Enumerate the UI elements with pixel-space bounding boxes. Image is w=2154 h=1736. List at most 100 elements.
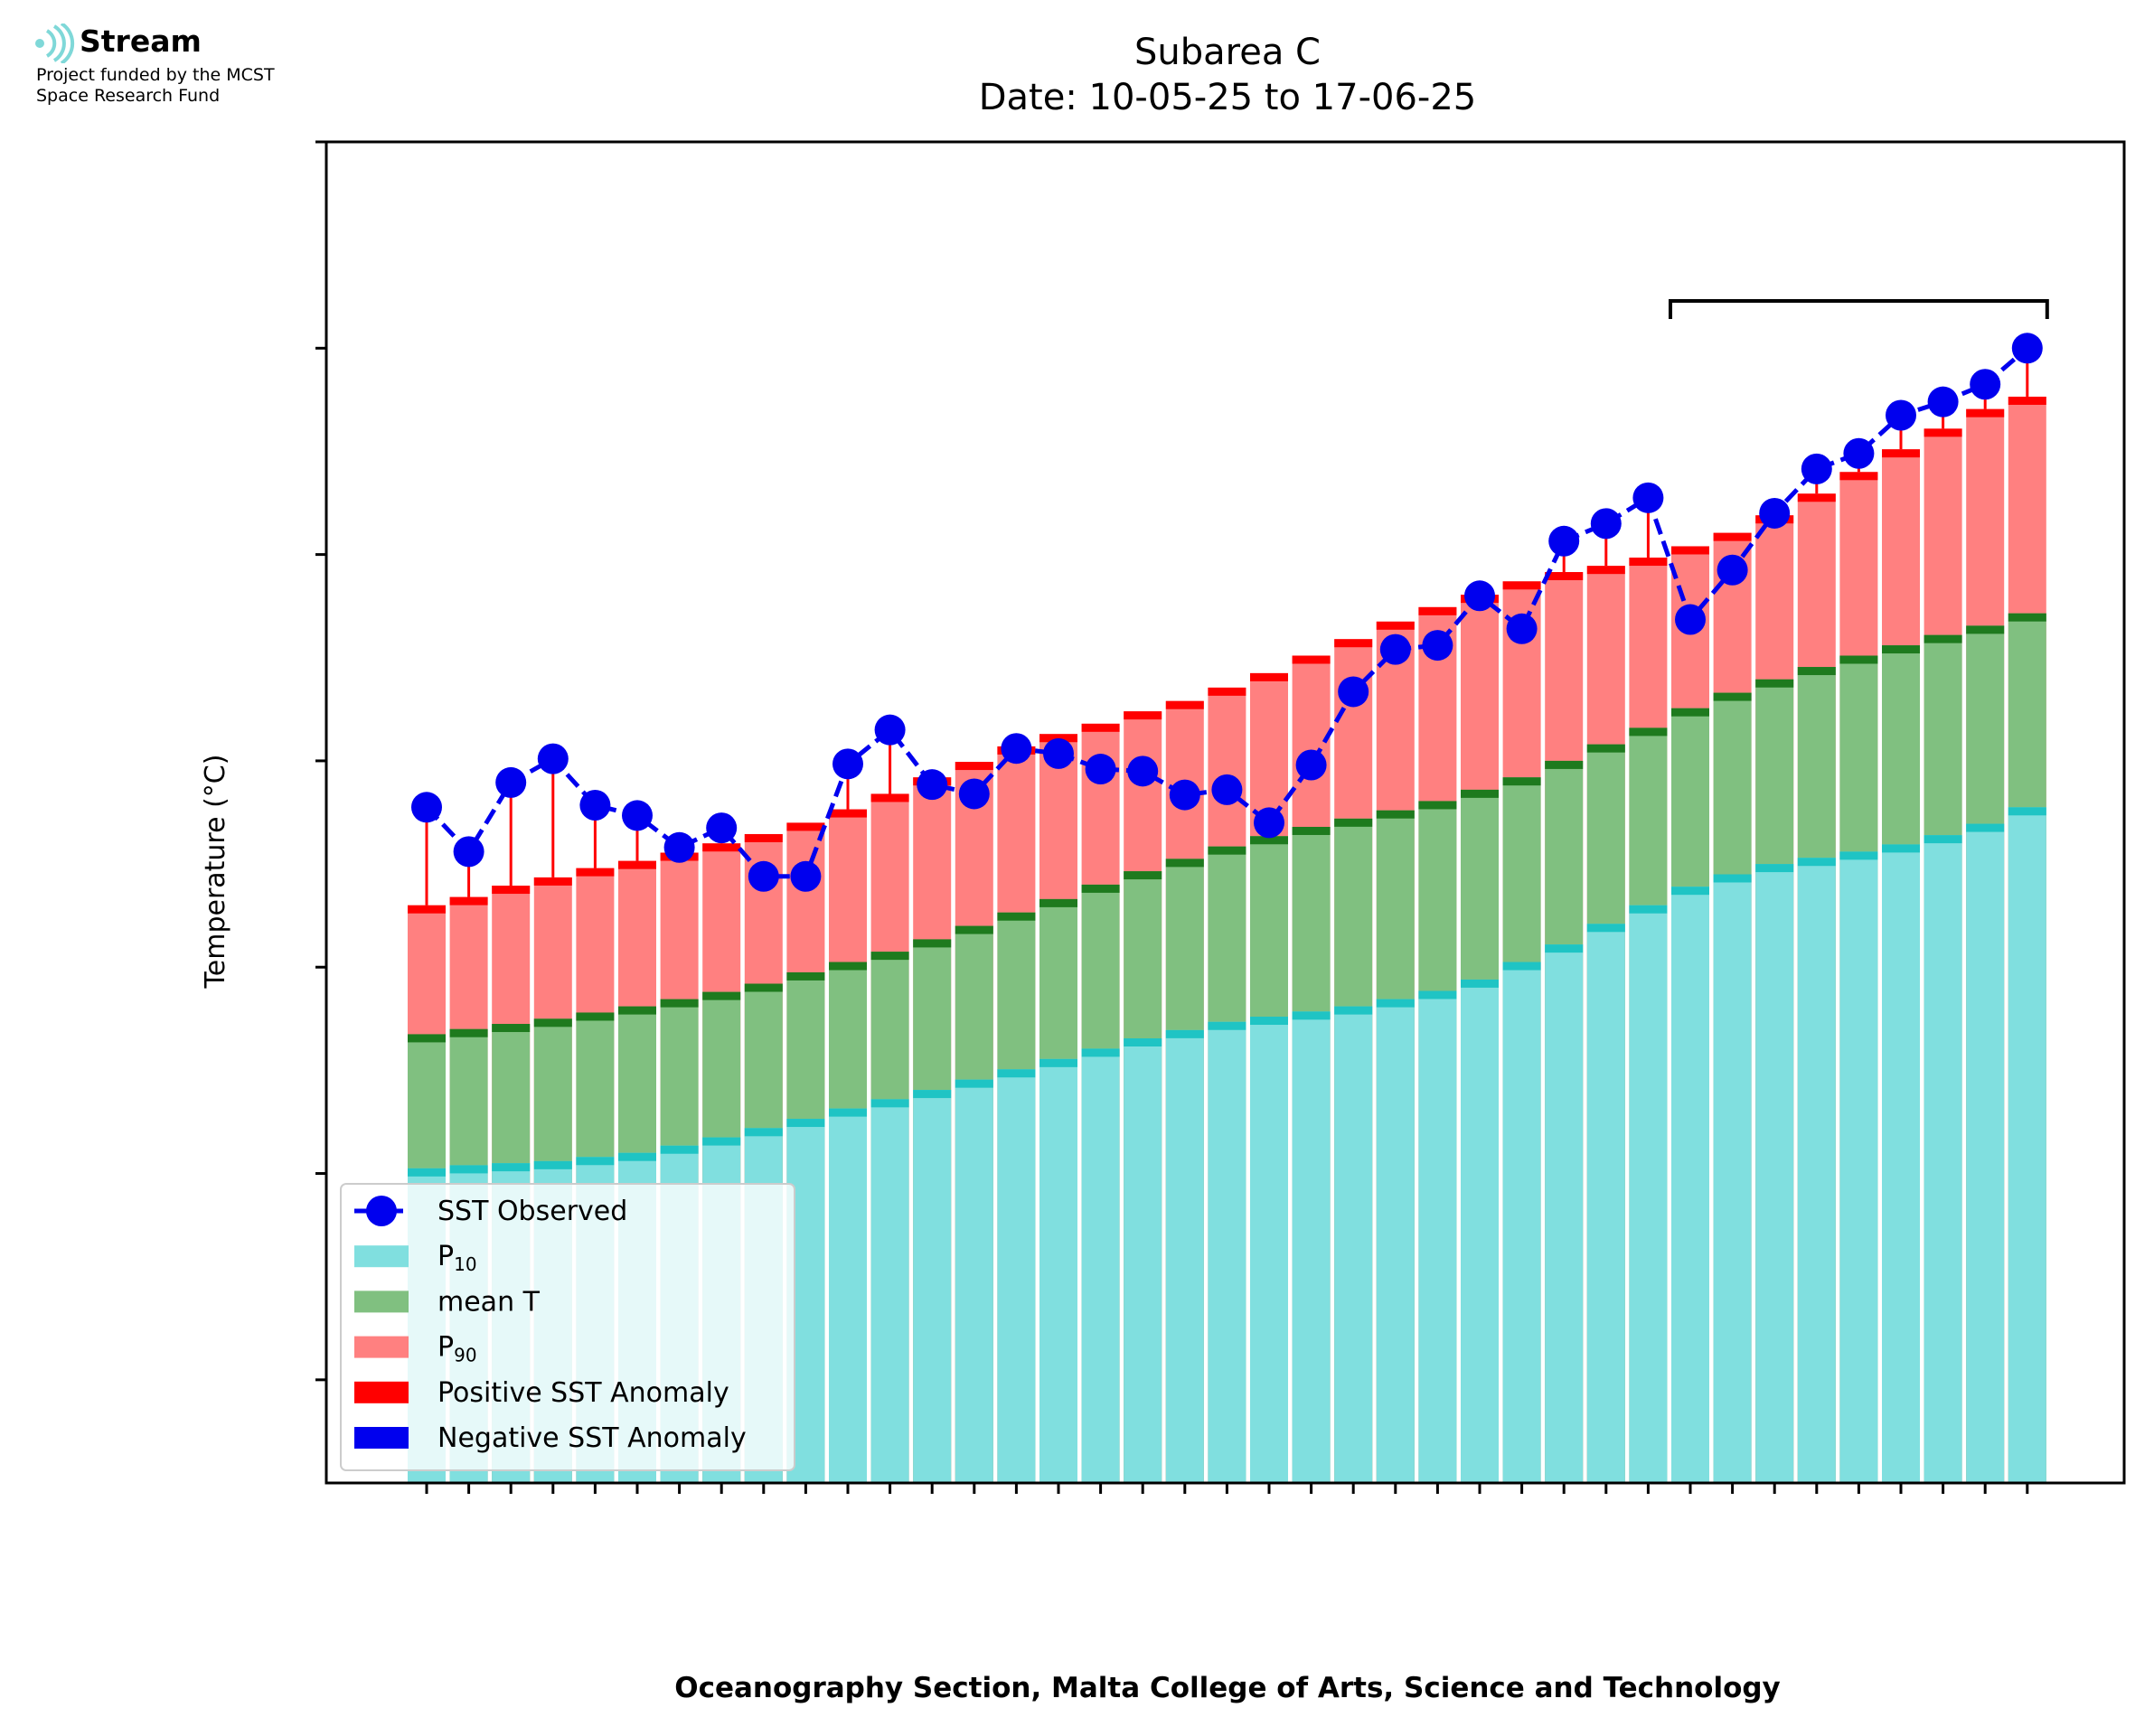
bar-p90-edge — [702, 843, 741, 852]
bar-p10-edge — [829, 1108, 867, 1117]
bar-p10 — [829, 1108, 867, 1483]
bar-p10-edge — [1292, 1011, 1331, 1020]
bar-p10 — [1461, 979, 1499, 1483]
bar-mean-t-edge — [1039, 898, 1077, 907]
legend-swatch — [354, 1245, 409, 1268]
bar-p10 — [1545, 944, 1584, 1483]
legend-swatch — [354, 1427, 409, 1449]
bar-p10 — [1124, 1037, 1162, 1483]
bar-p90-edge — [1797, 493, 1836, 502]
bar-mean-t-edge — [1755, 679, 1794, 688]
bar-mean-t-edge — [408, 1034, 446, 1043]
bar-p90-edge — [2008, 396, 2046, 405]
bar-p90-edge — [1671, 546, 1709, 555]
bar-p10-edge — [1124, 1037, 1162, 1046]
legend-swatch — [354, 1290, 409, 1313]
bar-mean-t-edge — [955, 925, 993, 934]
bar-p90-edge — [1208, 687, 1246, 696]
bar-p90-edge — [576, 868, 615, 877]
bar-mean-t-edge — [618, 1006, 656, 1015]
legend-label: SST Observed — [437, 1196, 627, 1227]
bar-p10 — [1586, 924, 1625, 1483]
bar-p10-edge — [449, 1165, 488, 1174]
sst-observed-point — [1338, 676, 1369, 708]
bar-p90-edge — [1334, 639, 1373, 648]
legend-box — [340, 1183, 795, 1471]
bar-mean-t-edge — [1966, 625, 2005, 634]
bar-p10 — [2008, 807, 2046, 1483]
funding-line-1: Project funded by the MCST — [36, 65, 275, 85]
bar-p10-edge — [744, 1128, 783, 1137]
sst-observed-point — [1886, 399, 1916, 431]
chart-subtitle: Date: 10-05-25 to 17-06-25 — [979, 77, 1477, 118]
legend-label-text: SST Observed — [437, 1196, 627, 1227]
bar-p10-edge — [1208, 1021, 1246, 1030]
bar-p10 — [1292, 1011, 1331, 1483]
bar-p10 — [1882, 844, 1920, 1483]
sst-observed-point — [1759, 497, 1791, 529]
bar-mean-t-edge — [1250, 836, 1288, 845]
bar-p10 — [1039, 1058, 1077, 1483]
sst-observed-point — [1379, 633, 1411, 665]
bar-mean-t-edge — [1713, 692, 1752, 701]
bar-p90-edge — [1376, 621, 1415, 630]
bar-mean-t-edge — [1629, 727, 1668, 737]
bar-mean-t-edge — [449, 1028, 488, 1037]
bar-p10 — [1081, 1048, 1120, 1483]
bar-mean-t-edge — [829, 962, 867, 971]
sst-observed-point — [1085, 754, 1116, 785]
bar-p10-edge — [1461, 979, 1499, 988]
funding-line-2: Space Research Fund — [36, 86, 221, 106]
bar-p90-edge — [1545, 572, 1584, 581]
bar-mean-t-edge — [2008, 613, 2046, 622]
bar-p10 — [1502, 962, 1541, 1483]
bar-mean-t-edge — [492, 1024, 531, 1033]
sst-observed-point — [537, 743, 569, 774]
legend-swatch — [354, 1381, 409, 1403]
bar-p10-edge — [2008, 807, 2046, 816]
bar-p90-edge — [1124, 711, 1162, 720]
bar-p10-edge — [913, 1090, 952, 1099]
axes-layer — [315, 140, 2126, 1494]
legend-label: mean T — [437, 1286, 541, 1318]
bar-p90-edge — [449, 896, 488, 906]
plot-frame — [325, 140, 2126, 1485]
legend-dot-swatch — [366, 1196, 397, 1226]
sst-observed-point — [1717, 554, 1748, 586]
sst-observed-point — [1506, 613, 1538, 644]
bar-p10-edge — [1418, 990, 1457, 999]
bar-mean-t-edge — [660, 999, 699, 1008]
funding-note: Project funded by the MCST Space Researc… — [36, 65, 275, 107]
sst-observed-point — [1295, 749, 1327, 781]
bar-mean-t-edge — [702, 991, 741, 1000]
sst-observed-point — [1043, 737, 1074, 769]
bar-p10-edge — [786, 1119, 825, 1128]
bar-p10 — [1250, 1017, 1288, 1483]
sst-observed-point — [1001, 733, 1032, 765]
sst-observed-point — [1211, 774, 1243, 805]
bar-p10 — [1839, 851, 1878, 1483]
bar-p10 — [1376, 999, 1415, 1483]
sst-observed-point — [1127, 755, 1159, 787]
legend-label: P90 — [437, 1332, 477, 1366]
bar-p10 — [1797, 858, 1836, 1483]
bar-p10 — [1755, 864, 1794, 1483]
bar-p10 — [1165, 1029, 1204, 1483]
bar-p10-edge — [1081, 1048, 1120, 1057]
forecast-bracket — [1669, 299, 2049, 319]
bar-p10-edge — [1376, 999, 1415, 1008]
legend-label-text: Positive SST Anomaly — [437, 1377, 729, 1409]
bar-p10-edge — [492, 1163, 531, 1172]
bar-p90-edge — [1039, 734, 1077, 743]
bar-p10 — [1966, 823, 2005, 1483]
bar-p10-edge — [1502, 962, 1541, 971]
bar-mean-t-edge — [1924, 634, 1962, 643]
sst-observed-point — [874, 714, 906, 746]
bar-mean-t-edge — [1124, 871, 1162, 880]
bar-mean-t-edge — [1292, 826, 1331, 835]
bar-p10 — [997, 1069, 1036, 1483]
sst-observed-point — [917, 769, 948, 801]
bar-p10-edge — [660, 1145, 699, 1154]
bar-mean-t-edge — [913, 939, 952, 948]
bar-p90-edge — [492, 886, 531, 895]
